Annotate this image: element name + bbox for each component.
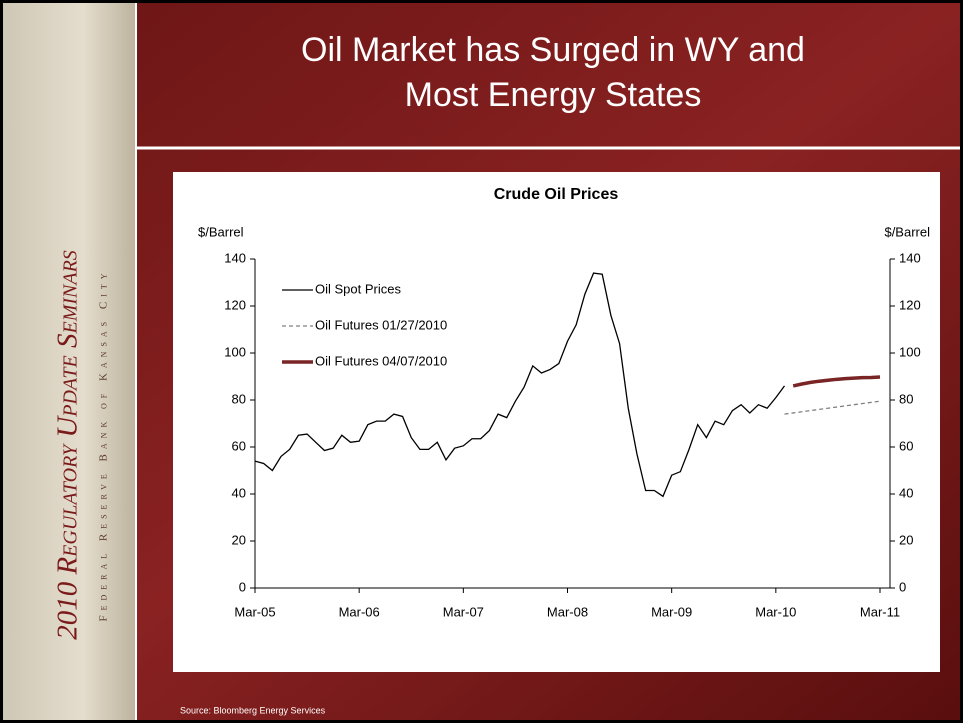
x-tick-label: Mar-09	[651, 604, 692, 619]
y2-tick-label: 120	[899, 297, 921, 312]
y-tick-label: 40	[232, 485, 246, 500]
y2-tick-label: 60	[899, 438, 913, 453]
y-tick-label: 80	[232, 391, 246, 406]
y-tick-label: 60	[232, 438, 246, 453]
x-tick-label: Mar-06	[339, 604, 380, 619]
slide-title: Oil Market has Surged in WY and	[301, 31, 805, 69]
y2-tick-label: 20	[899, 532, 913, 547]
source-note: Source: Bloomberg Energy Services	[180, 705, 326, 715]
series-line	[254, 272, 786, 498]
series-line	[784, 400, 881, 415]
series-line	[792, 375, 881, 388]
chart-area	[173, 172, 940, 672]
y-tick-label: 20	[232, 532, 246, 547]
y-tick-label: 120	[224, 297, 246, 312]
x-tick-label: Mar-10	[755, 604, 796, 619]
slide-title: Most Energy States	[405, 76, 702, 114]
x-tick-label: Mar-11	[860, 604, 900, 619]
x-tick-label: Mar-05	[234, 604, 275, 619]
y-tick-label: 140	[224, 250, 246, 265]
y2-tick-label: 140	[899, 250, 921, 265]
plot: 0 20 40 60 80 100 120 140 0 20 40 60 80 100 120 140 Mar-…	[224, 250, 920, 619]
chart-title: Crude Oil Prices	[494, 186, 619, 203]
y2-tick-label: 100	[899, 344, 921, 359]
legend-label: Oil Futures 01/27/2010	[315, 317, 447, 332]
sidebar-subtitle: Federal Reserve Bank of Kansas City	[98, 268, 110, 621]
legend-label: Oil Futures 04/07/2010	[315, 353, 447, 368]
y-axis-label: $/Barrel	[198, 224, 244, 239]
y2-tick-label: 40	[899, 485, 913, 500]
sidebar-title: 2010 Regulatory Update Seminars	[52, 250, 84, 640]
legend-label: Oil Spot Prices	[315, 281, 401, 296]
y-tick-label: 100	[224, 344, 246, 359]
y2-tick-label: 80	[899, 391, 913, 406]
y2-axis-label: $/Barrel	[884, 224, 930, 239]
sidebar	[3, 3, 136, 720]
x-tick-label: Mar-08	[547, 604, 588, 619]
y-tick-label: 0	[239, 579, 246, 594]
y2-tick-label: 0	[899, 579, 906, 594]
x-tick-label: Mar-07	[443, 604, 484, 619]
